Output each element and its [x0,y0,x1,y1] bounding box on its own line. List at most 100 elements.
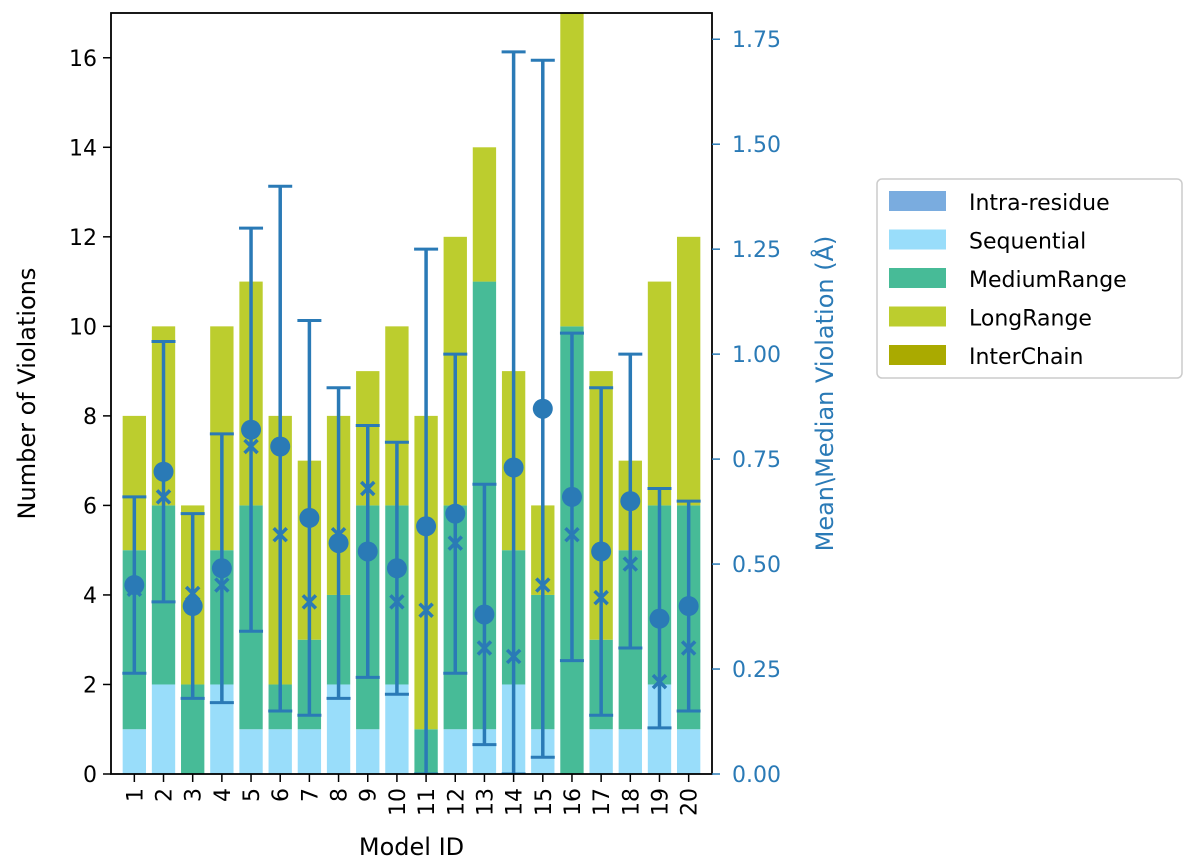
x-axis: 1 2 3 4 5 6 7 8 9 10 11 12 13 14 15 16 17 18 19 20 [123,774,703,816]
y-tick-label-14: 14 [69,136,97,161]
y2-tick-label-1.50: 1.50 [732,133,781,158]
y-tick-label-10: 10 [69,315,97,340]
median-marker-14 [505,648,522,665]
x-tick-label-15: 15 [532,788,557,816]
median-marker-7 [301,594,318,610]
bar-2-20 [676,729,701,774]
y2-tick-label-0.00: 0.00 [732,763,781,788]
bar-2-10 [385,684,409,774]
median-marker-4 [214,577,230,593]
y2-tick-label-0.50: 0.50 [732,553,781,578]
x-tick-label-17: 17 [590,788,615,816]
bar-2-1 [122,729,147,774]
mean-marker-15 [532,398,553,419]
plot-frame [110,12,713,775]
x-tick-label-9: 9 [357,788,382,802]
legend-swatch-3 [889,268,946,288]
mean-marker-12 [445,503,466,524]
bar-2-4 [210,684,234,774]
x-tick-label-12: 12 [444,788,469,816]
mean-marker-5 [241,419,262,440]
y2-tick-label-1.75: 1.75 [732,28,781,53]
mean-marker-9 [357,541,378,562]
mean-marker-4 [211,558,232,579]
x-tick-label-11: 11 [415,788,440,816]
x-tick-label-6: 6 [269,788,294,802]
median-marker-12 [447,535,463,551]
y2-axis-label: Mean\Median Violation (Å) [810,236,839,552]
bar-4-10 [385,326,409,506]
x-tick-label-13: 13 [473,788,498,816]
legend-swatch-4 [889,306,946,327]
mean-marker-13 [474,604,495,625]
bar-4-16 [560,13,584,327]
mean-marker-8 [328,533,349,554]
mean-marker-10 [386,558,407,579]
mean-marker-7 [299,507,320,528]
mean-marker-20 [678,596,699,617]
legend-label-1: Intra-residue [969,191,1110,216]
y-tick-label-16: 16 [69,47,97,72]
bar-4-1 [122,415,147,551]
y-tick-label-0: 0 [83,763,97,788]
legend: Intra-residue Sequential MediumRange LongRa… [876,178,1183,379]
bar-2-12 [443,729,467,774]
legend-label-5: InterChain [969,345,1083,370]
median-marker-13 [476,640,493,656]
x-tick-label-3: 3 [182,788,207,802]
mean-marker-6 [270,436,291,457]
median-marker-17 [593,589,609,606]
bar-2-7 [297,729,322,774]
mean-marker-2 [153,461,174,482]
bar-4-20 [676,236,701,506]
x-tick-label-19: 19 [648,788,673,816]
bar-2-5 [239,729,263,774]
bars-layer [122,13,701,774]
x-tick-label-2: 2 [153,788,178,802]
x-tick-label-8: 8 [328,788,353,802]
mean-marker-14 [503,457,524,478]
mean-marker-19 [649,608,670,629]
y-tick-label-2: 2 [83,673,97,698]
median-marker-5 [243,438,259,455]
y2-tick-label-1.25: 1.25 [732,238,781,263]
median-marker-9 [360,480,376,497]
y2-tick-label-1.00: 1.00 [732,343,781,368]
right-axis: 0.00 0.25 0.50 0.75 1.00 1.25 1.50 1.75 [712,28,781,788]
median-marker-2 [155,489,172,505]
bar-2-2 [151,684,176,774]
legend-swatch-5 [889,345,946,365]
y2-tick-label-0.25: 0.25 [732,658,781,683]
violation-layer [122,50,701,774]
x-tick-label-5: 5 [240,788,265,802]
median-marker-10 [389,594,405,610]
mean-marker-18 [620,491,641,512]
bar-2-18 [618,729,642,774]
x-tick-label-18: 18 [619,788,644,816]
mean-marker-3 [182,596,203,617]
mean-marker-17 [591,541,612,562]
x-tick-label-20: 20 [678,788,703,816]
x-tick-label-14: 14 [503,788,528,816]
median-marker-15 [535,577,551,593]
legend-label-3: MediumRange [969,268,1127,293]
y-tick-label-8: 8 [83,405,97,430]
x-tick-label-10: 10 [386,788,411,816]
bar-2-6 [268,729,292,774]
median-marker-19 [651,673,668,690]
median-marker-6 [272,526,288,543]
bar-2-17 [589,729,613,774]
x-tick-label-16: 16 [561,788,586,816]
x-tick-label-4: 4 [211,788,236,802]
mean-marker-11 [416,516,437,537]
x-tick-label-7: 7 [298,788,323,802]
bar-2-9 [356,729,380,774]
legend-label-4: LongRange [969,307,1092,332]
y-tick-label-6: 6 [83,494,97,519]
legend-label-2: Sequential [969,230,1086,255]
y-tick-label-4: 4 [83,584,97,609]
bar-4-19 [647,281,672,506]
legend-swatch-2 [889,229,946,250]
